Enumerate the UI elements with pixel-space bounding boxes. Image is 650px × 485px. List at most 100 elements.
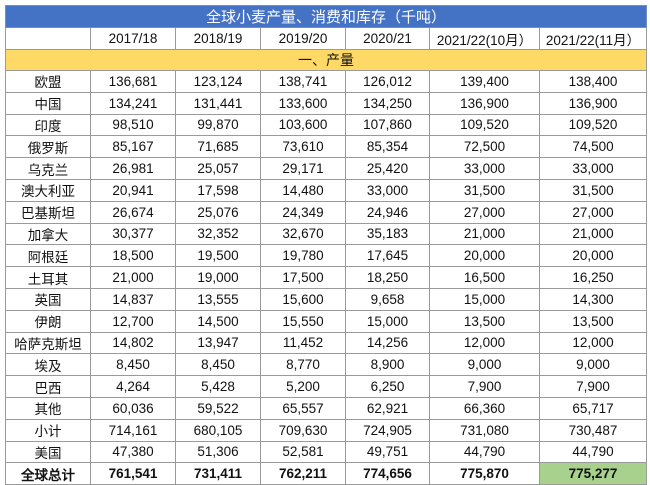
row-label: 哈萨克斯坦 (5, 331, 91, 355)
row-label: 美国 (5, 440, 91, 464)
table-cell: 775,277 (538, 462, 648, 485)
table-cell: 99,870 (175, 113, 261, 137)
table-cell: 8,450 (90, 353, 176, 377)
section-row: 一、产量 (4, 49, 648, 71)
column-header: 2021/22(10月） (429, 27, 540, 50)
table-cell: 21,000 (429, 222, 540, 246)
table-cell: 14,500 (175, 309, 261, 333)
table-cell: 714,161 (90, 418, 176, 442)
column-header: 2021/22(11月） (538, 27, 648, 50)
table-cell: 98,510 (90, 113, 176, 137)
table-cell: 13,500 (538, 309, 648, 333)
table-cell: 15,600 (260, 287, 346, 311)
table-cell: 29,171 (260, 157, 346, 180)
table-cell: 761,541 (90, 462, 176, 485)
title-row: 全球小麦产量、消费和库存（千吨） (4, 5, 648, 28)
table-cell: 27,000 (429, 200, 540, 224)
table-cell: 14,837 (90, 287, 176, 311)
row-label: 阿根廷 (5, 244, 91, 268)
table-cell: 16,500 (429, 266, 540, 289)
table-cell: 51,306 (175, 440, 261, 464)
table-cell: 4,264 (90, 375, 176, 398)
table-cell: 71,685 (175, 135, 261, 159)
table-row: 英国 14,837 13,555 15,600 9,658 15,000 14,300 (5, 287, 648, 311)
table-row: 俄罗斯 85,167 71,685 73,610 85,354 72,500 74,500 (5, 135, 648, 159)
column-header: 2019/20 (260, 27, 346, 50)
table-cell: 9,658 (345, 287, 430, 311)
table-cell: 60,036 (90, 396, 176, 420)
table-cell: 24,946 (345, 200, 430, 224)
table-row: 欧盟 136,681 123,124 138,741 126,012 139,400 138… (5, 70, 648, 93)
column-header (5, 27, 91, 50)
table-row: 澳大利亚 20,941 17,598 14,480 33,000 31,500 31,500 (5, 178, 648, 202)
table-cell: 14,256 (345, 331, 430, 355)
row-label: 俄罗斯 (5, 135, 91, 159)
table-cell: 730,487 (538, 418, 648, 442)
row-label: 印度 (5, 113, 91, 137)
table-cell: 136,681 (90, 70, 176, 93)
row-label: 巴基斯坦 (5, 200, 91, 224)
table-cell: 44,790 (538, 440, 648, 464)
column-header: 2017/18 (90, 27, 176, 50)
table-cell: 19,000 (175, 266, 261, 289)
table-cell: 5,200 (260, 375, 346, 398)
table-cell: 32,670 (260, 222, 346, 246)
table-cell: 32,352 (175, 222, 261, 246)
table-cell: 15,550 (260, 309, 346, 333)
table-cell: 15,000 (345, 309, 430, 333)
table-row: 埃及 8,450 8,450 8,770 8,900 9,000 9,000 (5, 353, 648, 377)
table-cell: 59,522 (175, 396, 261, 420)
table-cell: 25,420 (345, 157, 430, 180)
wheat-production-table: 全球小麦产量、消费和库存（千吨） 2017/18 2018/19 2019/20 20… (4, 5, 648, 485)
table-cell: 134,241 (90, 91, 176, 115)
table-cell: 13,555 (175, 287, 261, 311)
row-label: 全球总计 (5, 462, 91, 485)
row-label: 小计 (5, 418, 91, 442)
table-cell: 17,500 (260, 266, 346, 289)
table-row: 伊朗 12,700 14,500 15,550 15,000 13,500 13,500 (5, 309, 648, 333)
table-row: 阿根廷 18,500 19,500 19,780 17,645 20,000 20,000 (5, 244, 648, 268)
row-label: 欧盟 (5, 70, 91, 93)
table-cell: 8,900 (345, 353, 430, 377)
table-cell: 25,057 (175, 157, 261, 180)
table-cell: 16,250 (538, 266, 648, 289)
row-label: 中国 (5, 91, 91, 115)
table-cell: 136,900 (429, 91, 540, 115)
row-label: 伊朗 (5, 309, 91, 333)
table-row: 全球总计 761,541 731,411 762,211 774,656 775,870 7… (5, 462, 648, 485)
table-cell: 9,000 (538, 353, 648, 377)
table-cell: 109,520 (538, 113, 648, 137)
row-label: 埃及 (5, 353, 91, 377)
table-cell: 65,717 (538, 396, 648, 420)
row-label: 英国 (5, 287, 91, 311)
table-row: 土耳其 21,000 19,000 17,500 18,250 16,500 16,250 (5, 266, 648, 289)
table-cell: 21,000 (538, 222, 648, 246)
table-cell: 20,000 (429, 244, 540, 268)
table-cell: 62,921 (345, 396, 430, 420)
table-row: 印度 98,510 99,870 103,600 107,860 109,520 109,5… (5, 113, 648, 137)
table-title: 全球小麦产量、消费和库存（千吨） (4, 5, 648, 28)
table-cell: 136,900 (538, 91, 648, 115)
table-cell: 12,700 (90, 309, 176, 333)
table-cell: 72,500 (429, 135, 540, 159)
table-cell: 27,000 (538, 200, 648, 224)
table-cell: 52,581 (260, 440, 346, 464)
table-cell: 731,411 (175, 462, 261, 485)
row-label: 加拿大 (5, 222, 91, 246)
table-cell: 85,167 (90, 135, 176, 159)
table-cell: 20,941 (90, 178, 176, 202)
table-cell: 26,674 (90, 200, 176, 224)
column-header: 2018/19 (175, 27, 261, 50)
section-title: 一、产量 (4, 49, 648, 71)
table-row: 巴西 4,264 5,428 5,200 6,250 7,900 7,900 (5, 375, 648, 398)
table-cell: 774,656 (345, 462, 430, 485)
row-label: 土耳其 (5, 266, 91, 289)
table-cell: 680,105 (175, 418, 261, 442)
table-cell: 131,441 (175, 91, 261, 115)
table-row: 中国 134,241 131,441 133,600 134,250 136,900 136… (5, 91, 648, 115)
table-cell: 74,500 (538, 135, 648, 159)
row-label: 乌克兰 (5, 157, 91, 180)
table-cell: 139,400 (429, 70, 540, 93)
table-cell: 17,598 (175, 178, 261, 202)
table-cell: 65,557 (260, 396, 346, 420)
